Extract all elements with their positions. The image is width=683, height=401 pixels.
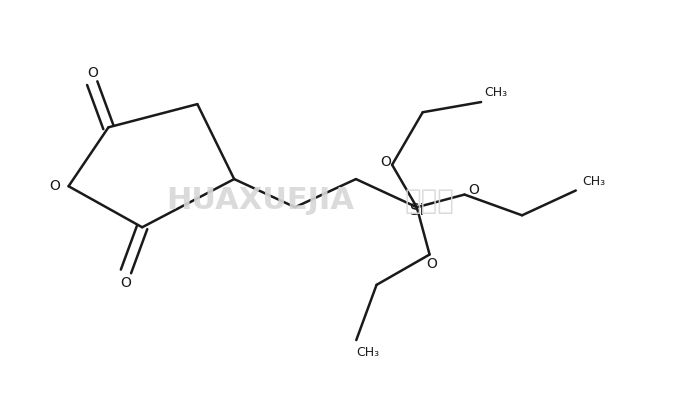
Text: O: O (120, 276, 131, 290)
Text: CH₃: CH₃ (582, 175, 605, 188)
Text: O: O (380, 155, 391, 169)
Text: O: O (468, 182, 479, 196)
Text: Si: Si (410, 203, 423, 218)
Text: CH₃: CH₃ (484, 86, 507, 99)
Text: HUAXUEJIA: HUAXUEJIA (167, 186, 354, 215)
Text: 化学加: 化学加 (404, 186, 454, 215)
Text: O: O (48, 179, 59, 193)
Text: O: O (87, 66, 98, 80)
Text: CH₃: CH₃ (357, 346, 380, 359)
Text: O: O (426, 257, 437, 271)
